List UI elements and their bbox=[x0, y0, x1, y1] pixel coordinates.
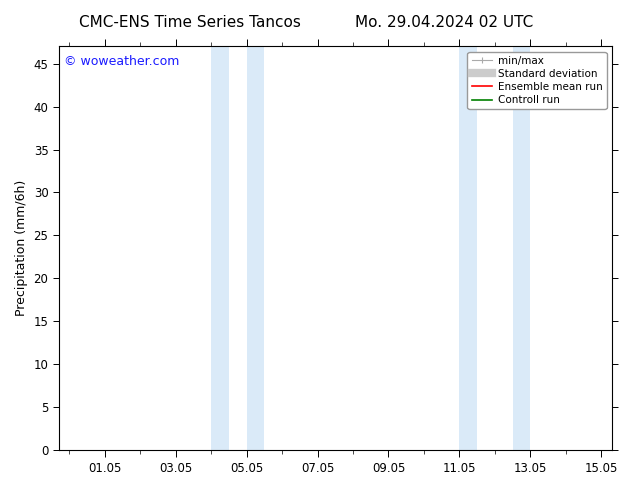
Text: CMC-ENS Time Series Tancos: CMC-ENS Time Series Tancos bbox=[79, 15, 301, 30]
Y-axis label: Precipitation (mm/6h): Precipitation (mm/6h) bbox=[15, 180, 28, 317]
Bar bbox=[247, 47, 264, 450]
Bar bbox=[512, 47, 530, 450]
Legend: min/max, Standard deviation, Ensemble mean run, Controll run: min/max, Standard deviation, Ensemble me… bbox=[467, 51, 607, 109]
Text: Mo. 29.04.2024 02 UTC: Mo. 29.04.2024 02 UTC bbox=[354, 15, 533, 30]
Bar bbox=[211, 47, 229, 450]
Bar bbox=[460, 47, 477, 450]
Text: © woweather.com: © woweather.com bbox=[65, 54, 180, 68]
